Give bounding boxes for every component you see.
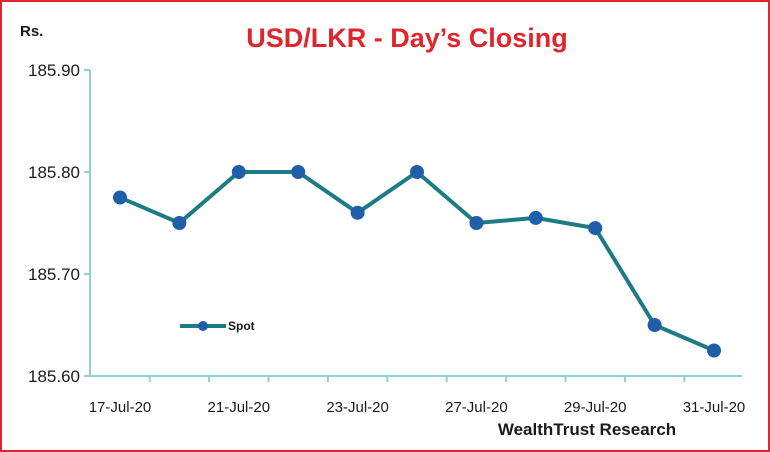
y-tick-label: 185.90: [28, 61, 80, 80]
y-tick-label: 185.70: [28, 265, 80, 284]
x-tick-label: 23-Jul-20: [326, 399, 389, 416]
legend-label: Spot: [228, 319, 255, 333]
series-line: [119, 170, 715, 353]
data-point: [588, 221, 603, 236]
source-label: WealthTrust Research: [498, 420, 676, 439]
data-point: [231, 165, 246, 179]
data-point: [707, 343, 721, 358]
x-tick-label: 31-Jul-20: [683, 399, 746, 416]
data-point: [172, 216, 187, 230]
data-point: [469, 216, 484, 230]
legend: Spot: [180, 319, 255, 333]
data-point: [528, 210, 543, 225]
y-tick-label: 185.60: [28, 367, 80, 386]
data-point: [647, 318, 662, 332]
y-axis-ticks: 185.60 185.70 185.80 185.90: [28, 61, 90, 386]
data-point: [291, 165, 306, 179]
x-tick-label: 17-Jul-20: [89, 399, 152, 416]
axes: [89, 70, 742, 377]
x-axis-ticks: 17-Jul-20 21-Jul-20 23-Jul-20 27-Jul-20 29-J…: [89, 376, 746, 416]
chart-title: USD/LKR - Day’s Closing: [246, 23, 568, 53]
legend-marker: [198, 321, 208, 331]
data-point: [350, 205, 365, 220]
y-unit-label: Rs.: [20, 23, 43, 40]
series-spot: [113, 165, 721, 358]
x-tick-label: 27-Jul-20: [445, 399, 508, 416]
x-tick-label: 29-Jul-20: [564, 399, 627, 416]
x-tick-label: 21-Jul-20: [208, 399, 271, 416]
data-point: [410, 165, 424, 179]
data-point: [113, 190, 127, 205]
y-tick-label: 185.80: [28, 163, 80, 182]
